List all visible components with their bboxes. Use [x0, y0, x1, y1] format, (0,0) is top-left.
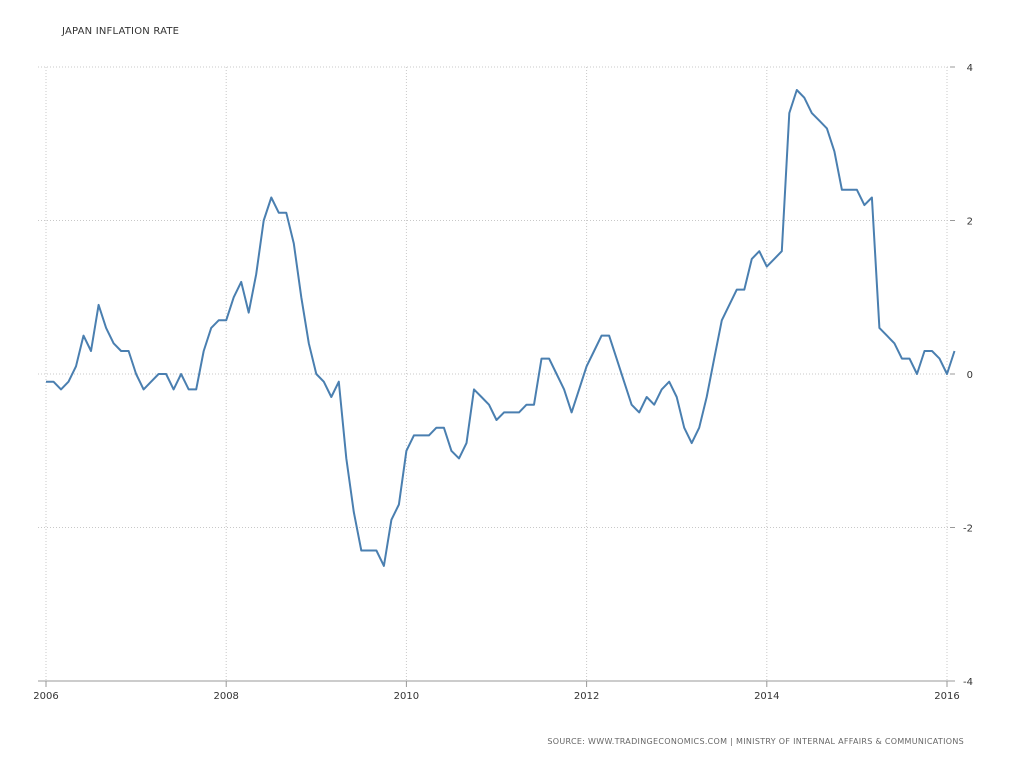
y-tick-label: 2	[967, 217, 973, 228]
chart-title: JAPAN INFLATION RATE	[62, 26, 180, 37]
axis-layer: 4 2 0 -2 -4 2006 2008 2010 2012 2014 2016	[33, 63, 973, 702]
x-tick-label: 2010	[394, 691, 419, 702]
y-tick-label: 0	[967, 370, 973, 381]
x-tick-label: 2014	[754, 691, 779, 702]
y-tick-label: -4	[963, 677, 973, 688]
x-tick-label: 2008	[213, 691, 238, 702]
y-tick-label: -2	[963, 524, 973, 535]
grid-layer	[38, 66, 955, 682]
source-attribution: SOURCE: WWW.TRADINGECONOMICS.COM | MINIS…	[547, 737, 964, 746]
x-tick-label: 2012	[574, 691, 599, 702]
y-tick-label: 4	[967, 63, 973, 74]
series-layer	[46, 89, 956, 567]
inflation-series-line	[46, 89, 956, 567]
x-tick-label: 2006	[33, 691, 58, 702]
x-tick-label: 2016	[934, 691, 959, 702]
